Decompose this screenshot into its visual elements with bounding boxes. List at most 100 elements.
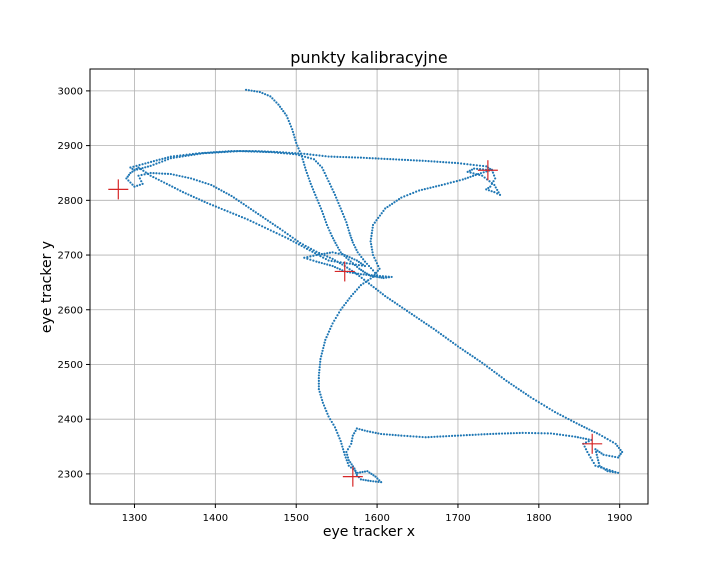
gaze-point (325, 336, 328, 339)
gaze-point (413, 314, 416, 317)
gaze-point (243, 217, 246, 220)
gaze-point (521, 431, 524, 434)
gaze-point (361, 270, 365, 273)
gaze-point (322, 344, 326, 347)
gaze-point (611, 469, 614, 473)
gaze-point (388, 204, 391, 207)
gaze-point (401, 306, 404, 309)
gaze-point (253, 150, 256, 153)
gaze-point (390, 275, 393, 279)
gaze-point (605, 468, 608, 471)
gaze-point (149, 171, 152, 175)
gaze-point (252, 209, 255, 212)
gaze-point (201, 181, 204, 184)
gaze-point (364, 280, 367, 283)
gaze-point (298, 154, 301, 157)
gaze-point (400, 158, 404, 161)
y-tick-label: 2700 (58, 251, 83, 262)
gaze-point (307, 177, 310, 180)
gaze-point (490, 190, 493, 193)
gaze-point (355, 259, 358, 262)
gaze-point (370, 232, 373, 235)
gaze-point (125, 177, 128, 180)
gaze-point (335, 244, 338, 247)
gaze-point (286, 152, 289, 155)
gaze-point (206, 201, 209, 205)
gaze-point (144, 162, 147, 165)
gaze-point (532, 397, 535, 401)
gaze-point (187, 154, 190, 157)
gaze-point (247, 206, 250, 209)
gaze-point (464, 350, 467, 353)
gaze-point (141, 182, 144, 186)
gaze-point (287, 237, 290, 240)
gaze-point (220, 207, 223, 211)
gaze-point (351, 263, 354, 266)
gaze-point (136, 168, 139, 171)
gaze-point (292, 152, 295, 156)
gaze-point (408, 311, 411, 314)
gaze-point (237, 199, 240, 202)
gaze-point (377, 289, 380, 292)
x-tick-label: 1900 (607, 513, 632, 524)
gaze-point (315, 196, 318, 199)
gaze-point (483, 363, 486, 366)
gaze-point (452, 341, 455, 345)
gaze-point (460, 162, 463, 165)
gaze-point (345, 262, 348, 265)
gaze-point (365, 262, 369, 265)
gaze-point (327, 330, 331, 333)
gaze-point (382, 276, 385, 280)
gaze-point (261, 225, 264, 228)
gaze-point (367, 282, 371, 285)
gaze-point (439, 160, 442, 164)
gaze-point (339, 155, 342, 159)
gaze-point (537, 401, 540, 404)
y-tick-label: 2600 (58, 305, 83, 316)
gaze-point (368, 156, 371, 160)
gaze-point (269, 95, 272, 98)
gaze-point (386, 296, 389, 299)
gaze-point (312, 153, 315, 156)
gaze-point (152, 163, 155, 166)
gaze-point (181, 155, 184, 158)
gaze-point (311, 188, 315, 191)
gaze-point (312, 249, 315, 252)
gaze-point (464, 177, 467, 180)
gaze-point (241, 150, 244, 153)
gaze-point (269, 221, 272, 224)
gaze-point (271, 222, 274, 225)
gaze-point (397, 198, 401, 201)
gaze-point (161, 172, 164, 175)
gaze-point (535, 399, 538, 402)
gaze-point (476, 167, 479, 170)
gaze-point (133, 185, 136, 188)
gaze-point (291, 128, 294, 131)
gaze-point (403, 158, 407, 161)
gaze-point (278, 227, 282, 230)
gaze-point (450, 161, 454, 164)
gaze-point (367, 279, 370, 282)
gaze-point (346, 456, 350, 459)
gaze-point (380, 276, 383, 279)
gaze-point (383, 157, 386, 160)
gaze-point (494, 186, 497, 189)
gaze-point (129, 166, 132, 169)
gaze-point (301, 158, 304, 161)
gaze-point (483, 176, 486, 179)
gaze-point (371, 229, 374, 232)
gaze-point (152, 175, 155, 179)
gaze-point (176, 188, 179, 191)
gaze-point (337, 201, 340, 205)
gaze-point (315, 260, 318, 263)
gaze-point (321, 154, 324, 157)
gaze-point (318, 204, 321, 207)
gaze-point (291, 130, 295, 134)
gaze-point (286, 233, 289, 236)
gaze-point (421, 159, 424, 162)
gaze-point (205, 151, 208, 155)
gaze-point (178, 174, 181, 178)
gaze-point (212, 185, 215, 188)
gaze-point (284, 231, 287, 234)
gaze-point (277, 103, 280, 106)
